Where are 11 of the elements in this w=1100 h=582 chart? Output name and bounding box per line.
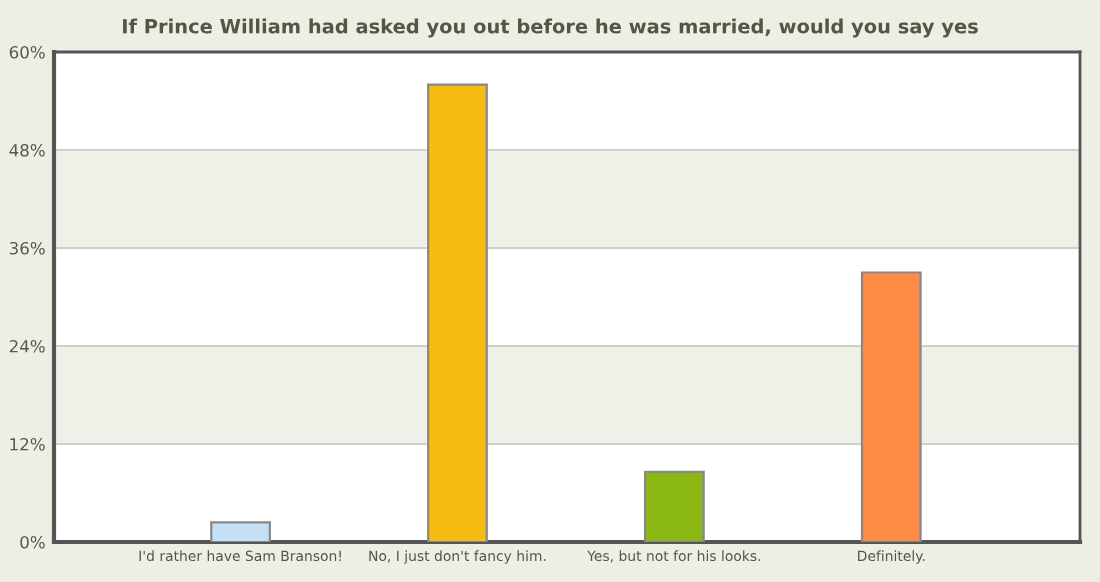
bar [427, 83, 488, 542]
bar [643, 470, 705, 542]
bar [210, 521, 271, 542]
y-tick-label: 36% [9, 241, 45, 255]
y-tick-label: 12% [10, 437, 45, 451]
y-tick-label: 60% [9, 45, 45, 59]
bar [860, 271, 922, 542]
chart-title: If Prince William had asked you out before he was married, would you say yes [123, 18, 978, 38]
y-tick-label: 0% [20, 535, 45, 549]
y-tick-label: 24% [9, 339, 45, 353]
y-tick-label: 48% [9, 143, 45, 157]
